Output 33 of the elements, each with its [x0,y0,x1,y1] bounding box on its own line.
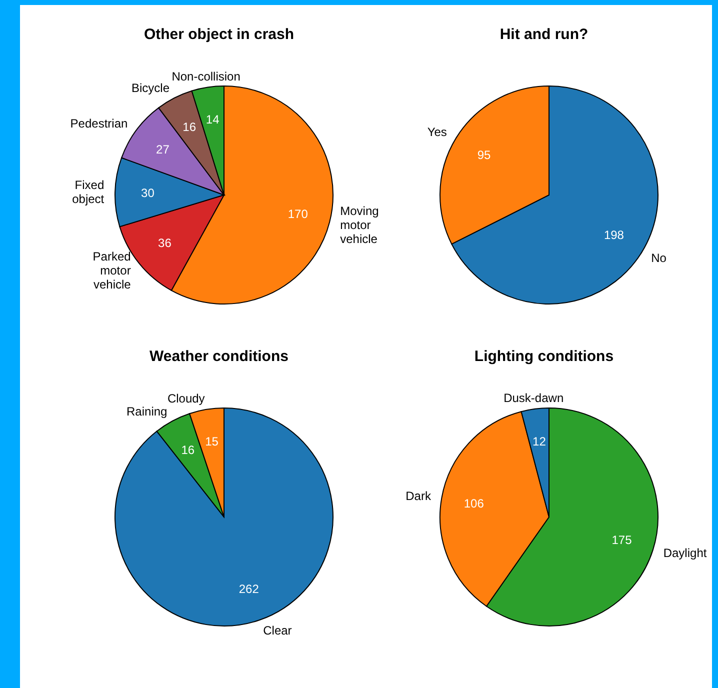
data-label: 170 [288,207,308,222]
slice-label: Daylight [663,546,708,560]
data-label: 27 [156,142,170,157]
data-label: 30 [141,186,155,200]
slice-label: Yes [427,125,447,140]
slice-label: Non-collision [172,69,240,84]
slice-label: Moving motor vehicle [340,204,379,246]
slice-label: Clear [263,623,292,638]
data-label: 106 [464,496,484,511]
slice-label: No [651,250,667,265]
slice-label: Pedestrian [70,116,128,131]
data-label: 12 [532,434,546,448]
slice-label: Dark [406,488,432,503]
data-label: 15 [205,434,219,449]
slice-label: Parked motor vehicle [92,249,132,292]
slice-label: Raining [126,404,168,418]
data-label: 175 [612,532,632,547]
slice-label: Fixed object [72,178,105,206]
chart-title: Weather conditions [148,348,290,365]
pie-slice [114,408,334,626]
slice-label: Cloudy [167,392,205,406]
data-label: 16 [181,442,195,457]
chart-title: Lighting conditions [473,348,615,365]
data-label: 16 [182,120,196,134]
data-label: 95 [477,148,492,162]
chart-title: Other object in crash [142,26,296,43]
chart-title: Hit and run? [498,26,590,43]
slice-label: Bicycle [131,81,170,96]
slice-label: Dusk-dawn [504,391,564,406]
data-label: 36 [158,236,172,250]
data-label: 14 [206,112,220,127]
data-label: 262 [238,582,260,596]
data-label: 198 [604,228,624,242]
